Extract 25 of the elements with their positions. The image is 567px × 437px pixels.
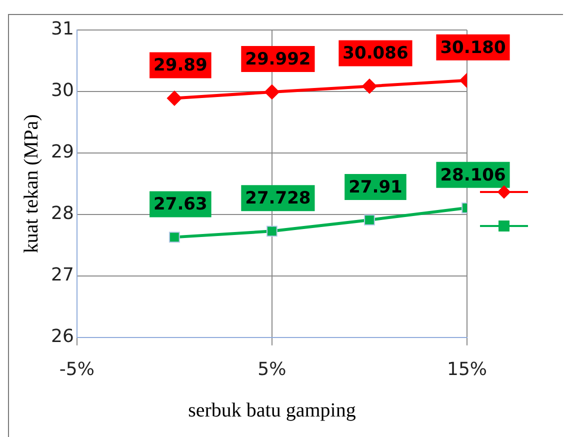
point: [166, 90, 182, 106]
y-axis-title: kuat tekan (MPa): [20, 114, 42, 254]
point: [168, 232, 180, 243]
data-label: 27.728: [245, 188, 311, 209]
y-tick-label: 26: [51, 326, 74, 348]
y-tick-label: 30: [51, 80, 74, 102]
data-label: 29.89: [154, 56, 208, 76]
data-label: 30.086: [342, 44, 408, 64]
data-label: 27.91: [348, 177, 402, 198]
data-label: 28.106: [440, 165, 506, 186]
point: [266, 226, 278, 237]
data-label: 27.63: [154, 194, 208, 215]
y-tick-label: 28: [51, 203, 74, 224]
x-tick-label: 15%: [446, 358, 488, 380]
y-tick-label: 27: [51, 264, 74, 286]
data-label: 29.992: [245, 49, 311, 70]
y-tick-label: 31: [51, 18, 74, 40]
point: [362, 78, 377, 94]
point: [364, 214, 375, 226]
x-axis-title: serbuk batu gamping: [188, 399, 356, 422]
x-tick-label: 5%: [258, 358, 286, 380]
data-label: 30.180: [440, 38, 506, 58]
y-tick-label: 29: [51, 142, 74, 163]
x-tick-label: -5%: [59, 358, 94, 380]
point: [264, 84, 280, 100]
